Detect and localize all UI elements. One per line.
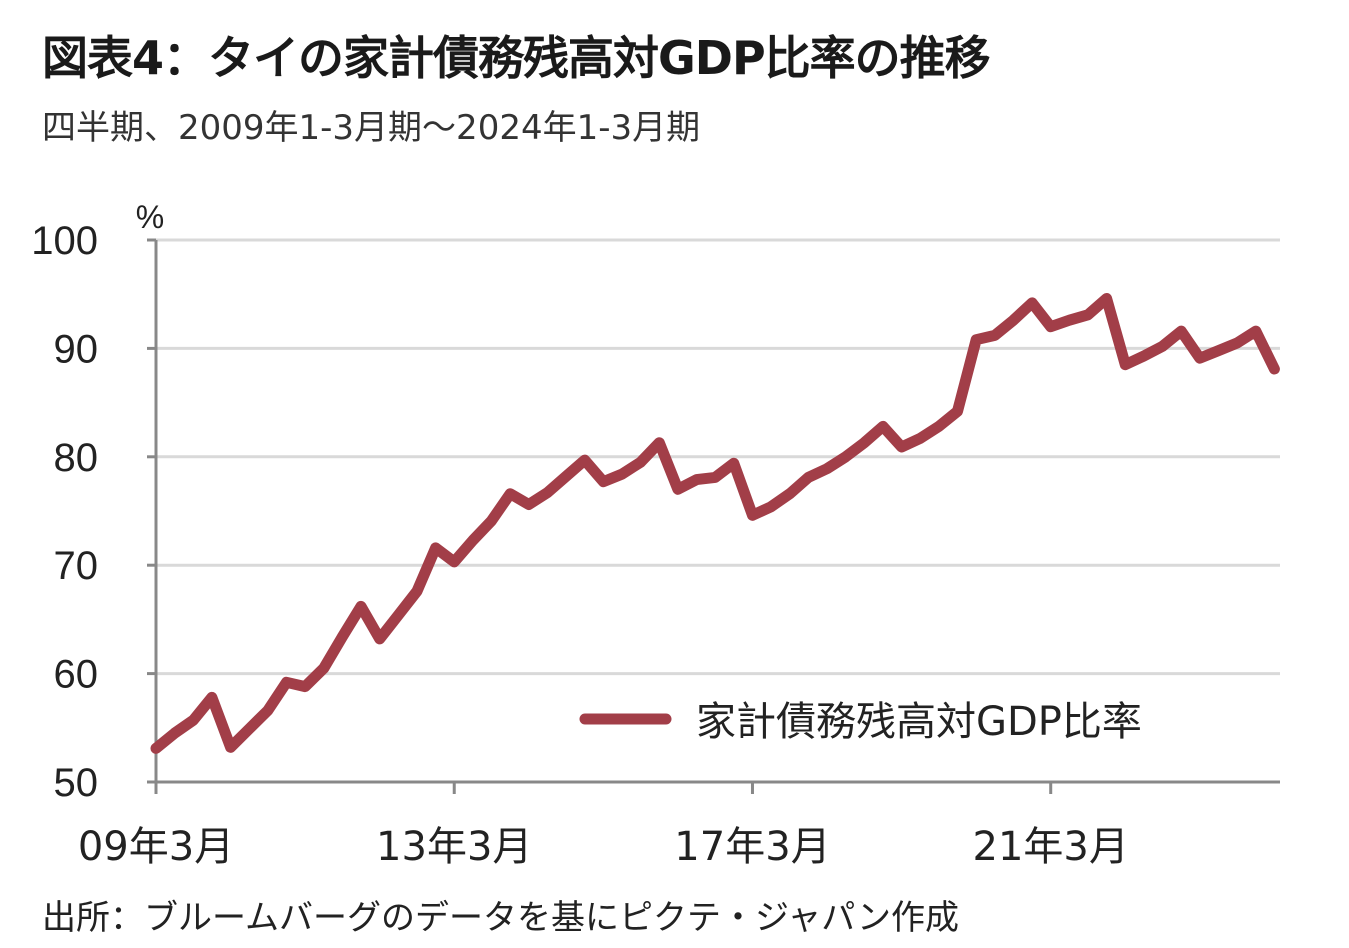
y-tick-label: 90 [54, 327, 99, 371]
source-note: 出所：ブルームバーグのデータを基にピクテ・ジャパン作成 [42, 898, 959, 938]
x-tick-label: 09年3月 [78, 824, 234, 870]
y-tick-label: 60 [54, 653, 99, 697]
y-tick-label: 100 [31, 219, 98, 263]
y-axis-unit: % [136, 199, 164, 235]
series-line [150, 293, 1280, 754]
chart-subtitle: 四半期、2009年1-3月期～2024年1-3月期 [42, 108, 701, 148]
x-tick-label: 13年3月 [376, 824, 532, 870]
chart-title: 図表4：タイの家計債務残高対GDP比率の推移 [42, 31, 991, 85]
legend-label: 家計債務残高対GDP比率 [696, 699, 1142, 745]
x-tick-label: 21年3月 [973, 824, 1129, 870]
y-tick-label: 80 [54, 436, 99, 480]
y-tick-label: 70 [54, 544, 99, 588]
y-tick-label: 50 [54, 761, 99, 805]
x-tick-label: 17年3月 [674, 824, 830, 870]
